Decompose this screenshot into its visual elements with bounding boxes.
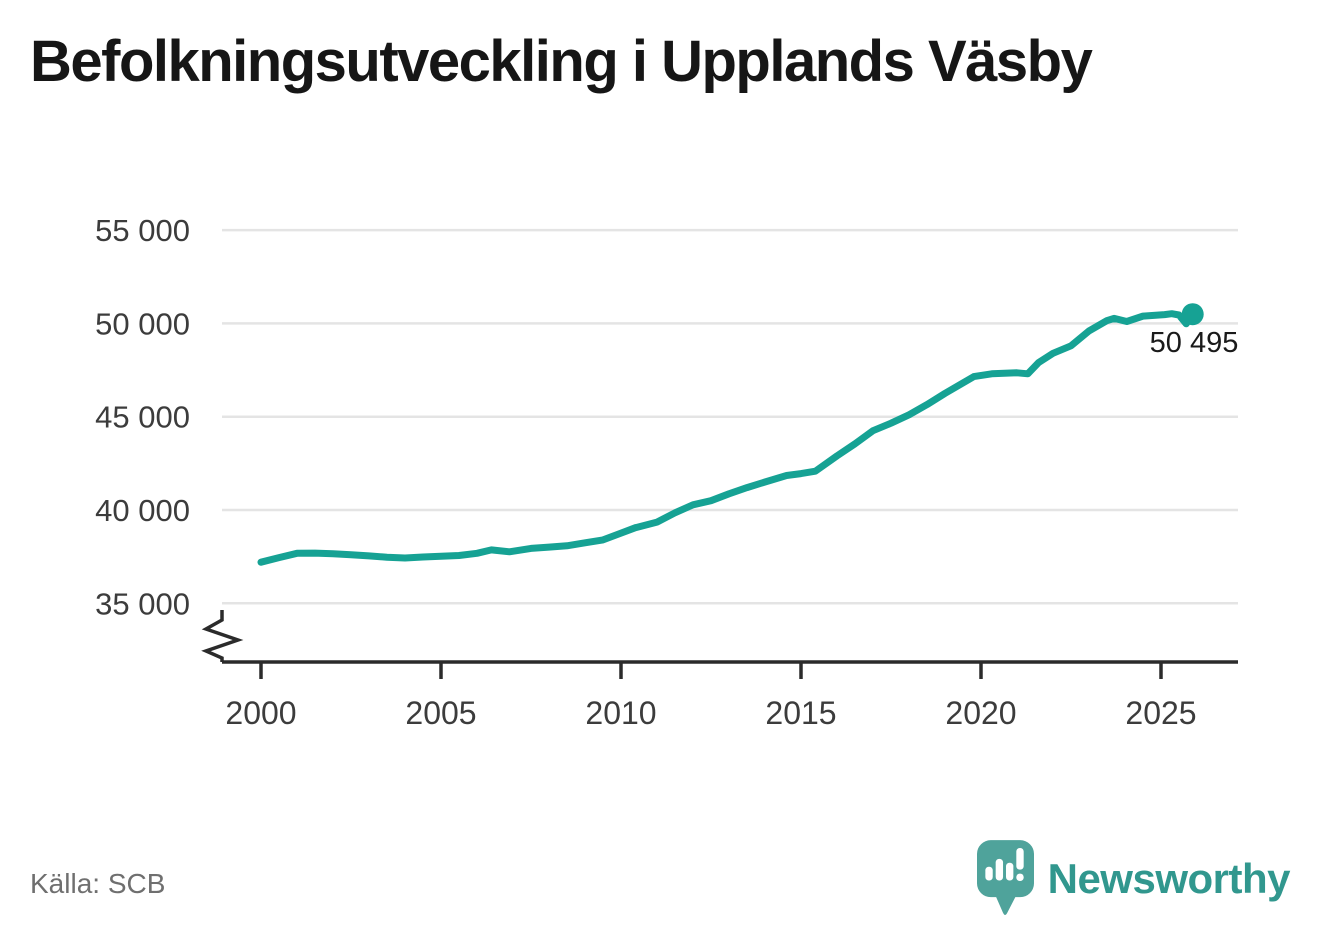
x-tick-label: 2020 (945, 695, 1016, 731)
latest-value-dot (1181, 303, 1204, 326)
newsworthy-logo: Newsworthy (976, 840, 1291, 917)
x-tick-label: 2005 (405, 695, 476, 731)
population-line (257, 310, 1197, 566)
x-tick-label: 2015 (765, 695, 836, 731)
x-ticks-group (259, 662, 1163, 679)
gridlines-group (222, 228, 1238, 605)
page-title: Befolkningsutveckling i Upplands Väsby (30, 29, 1093, 94)
x-tick-label: 2000 (225, 695, 296, 731)
bar-icon (984, 866, 993, 881)
y-tick-label: 55 000 (95, 213, 190, 248)
y-tick-labels-group: 55 000 50 000 45 000 40 000 35 000 (95, 213, 190, 621)
brand-name: Newsworthy (1047, 854, 1291, 902)
exclamation-bar-icon (1015, 848, 1024, 870)
bar-icon (1005, 862, 1013, 881)
exclamation-dot-icon (1015, 873, 1024, 881)
source-caption: Källa: SCB (30, 868, 166, 899)
bar-icon (995, 858, 1003, 881)
newsworthy-badge-icon (976, 840, 1034, 915)
x-tick-label: 2025 (1125, 695, 1196, 731)
y-tick-label: 35 000 (95, 586, 190, 621)
y-axis-break-icon (201, 610, 244, 662)
x-tick-labels-group: 2000 2005 2010 2015 2020 2025 (225, 695, 1196, 731)
x-tick-label: 2010 (585, 695, 656, 731)
latest-value-label: 50 495 (1150, 327, 1239, 359)
y-tick-label: 50 000 (95, 306, 190, 341)
y-tick-label: 45 000 (95, 400, 190, 435)
y-tick-label: 40 000 (95, 493, 190, 528)
